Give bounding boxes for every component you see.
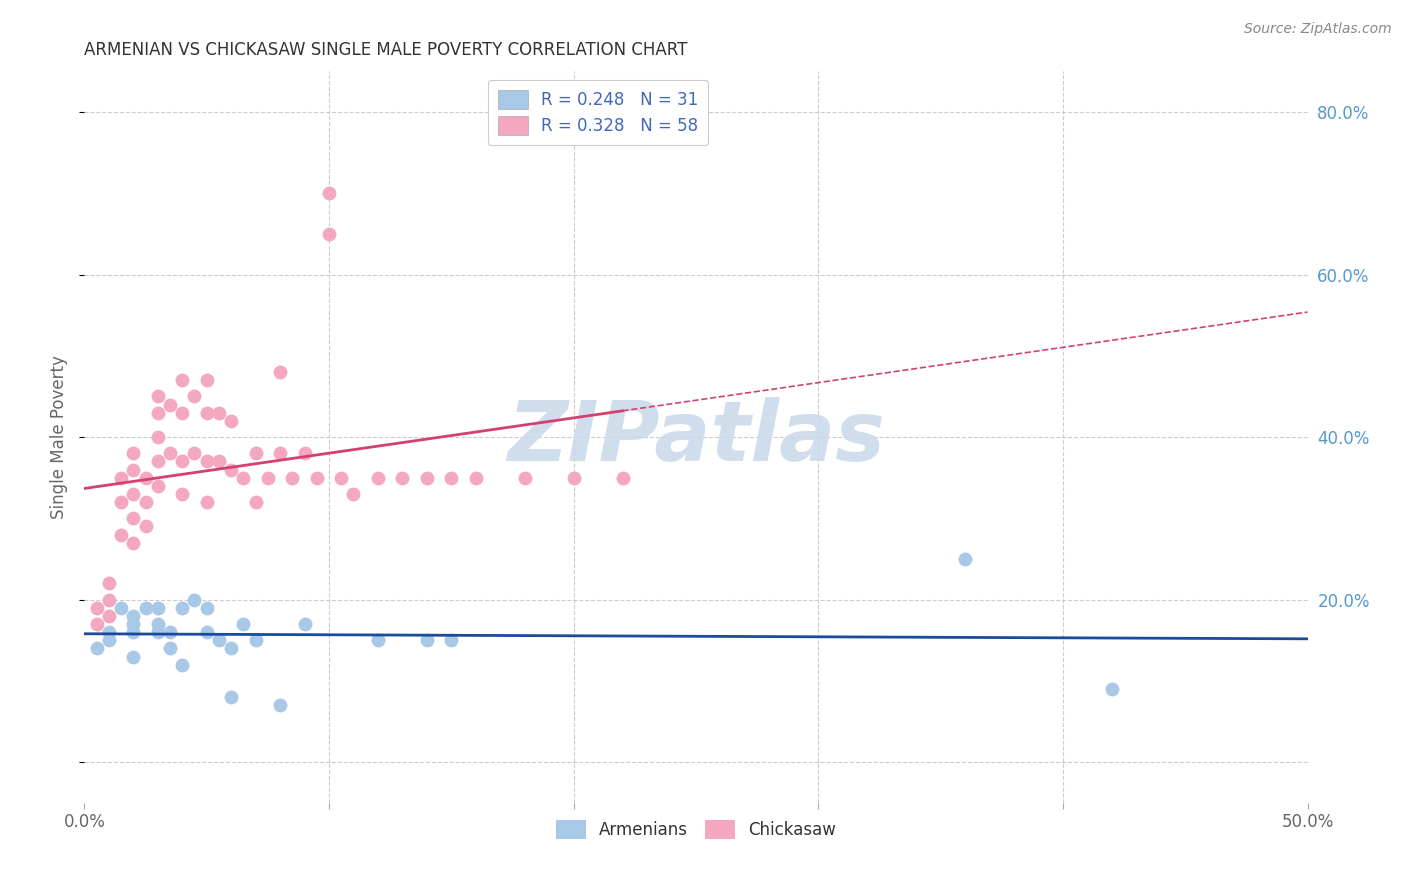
Point [342,487,364,501]
Point [367,633,389,648]
Point [294,446,316,460]
Point [440,633,463,648]
Point [195,625,218,640]
Point [416,633,439,648]
Point [172,454,194,468]
Point [195,600,218,615]
Point [146,600,169,615]
Y-axis label: Single Male Poverty: Single Male Poverty [51,355,69,519]
Point [146,389,169,403]
Point [146,625,169,640]
Point [281,471,304,485]
Point [122,617,145,632]
Point [172,657,194,672]
Point [135,495,157,509]
Legend: Armenians, Chickasaw: Armenians, Chickasaw [550,814,842,846]
Point [294,617,316,632]
Point [245,495,267,509]
Point [513,471,536,485]
Point [97,625,120,640]
Point [416,471,439,485]
Point [122,535,145,549]
Text: ARMENIAN VS CHICKASAW SINGLE MALE POVERTY CORRELATION CHART: ARMENIAN VS CHICKASAW SINGLE MALE POVERT… [84,41,688,59]
Point [172,406,194,420]
Point [195,406,218,420]
Point [97,633,120,648]
Point [208,633,231,648]
Point [122,511,145,525]
Point [953,552,976,566]
Point [172,600,194,615]
Point [110,471,132,485]
Point [183,592,205,607]
Point [219,414,242,428]
Point [86,641,108,656]
Point [464,471,486,485]
Point [135,519,157,533]
Point [1101,681,1123,696]
Point [97,576,120,591]
Point [122,625,145,640]
Point [219,641,242,656]
Text: Source: ZipAtlas.com: Source: ZipAtlas.com [1244,22,1392,37]
Point [183,446,205,460]
Point [562,471,585,485]
Point [110,600,132,615]
Point [208,454,231,468]
Point [232,617,254,632]
Point [86,600,108,615]
Point [110,495,132,509]
Point [195,454,218,468]
Point [172,487,194,501]
Point [122,487,145,501]
Point [146,479,169,493]
Point [367,471,389,485]
Point [245,446,267,460]
Point [232,471,254,485]
Point [391,471,413,485]
Point [269,446,291,460]
Point [183,389,205,403]
Point [318,186,340,201]
Point [159,446,181,460]
Point [440,471,463,485]
Point [122,649,145,664]
Point [172,373,194,387]
Point [146,617,169,632]
Point [159,398,181,412]
Point [208,406,231,420]
Text: ZIPatlas: ZIPatlas [508,397,884,477]
Point [122,608,145,623]
Point [269,698,291,713]
Point [146,430,169,444]
Point [195,373,218,387]
Point [135,600,157,615]
Point [219,462,242,476]
Point [612,471,634,485]
Point [305,471,328,485]
Point [269,365,291,379]
Point [122,462,145,476]
Point [195,495,218,509]
Point [135,471,157,485]
Point [219,690,242,705]
Point [257,471,280,485]
Point [110,527,132,541]
Point [330,471,353,485]
Point [97,608,120,623]
Point [159,641,181,656]
Point [245,633,267,648]
Point [159,625,181,640]
Point [86,617,108,632]
Point [318,227,340,241]
Point [122,446,145,460]
Point [97,592,120,607]
Point [146,454,169,468]
Point [146,406,169,420]
